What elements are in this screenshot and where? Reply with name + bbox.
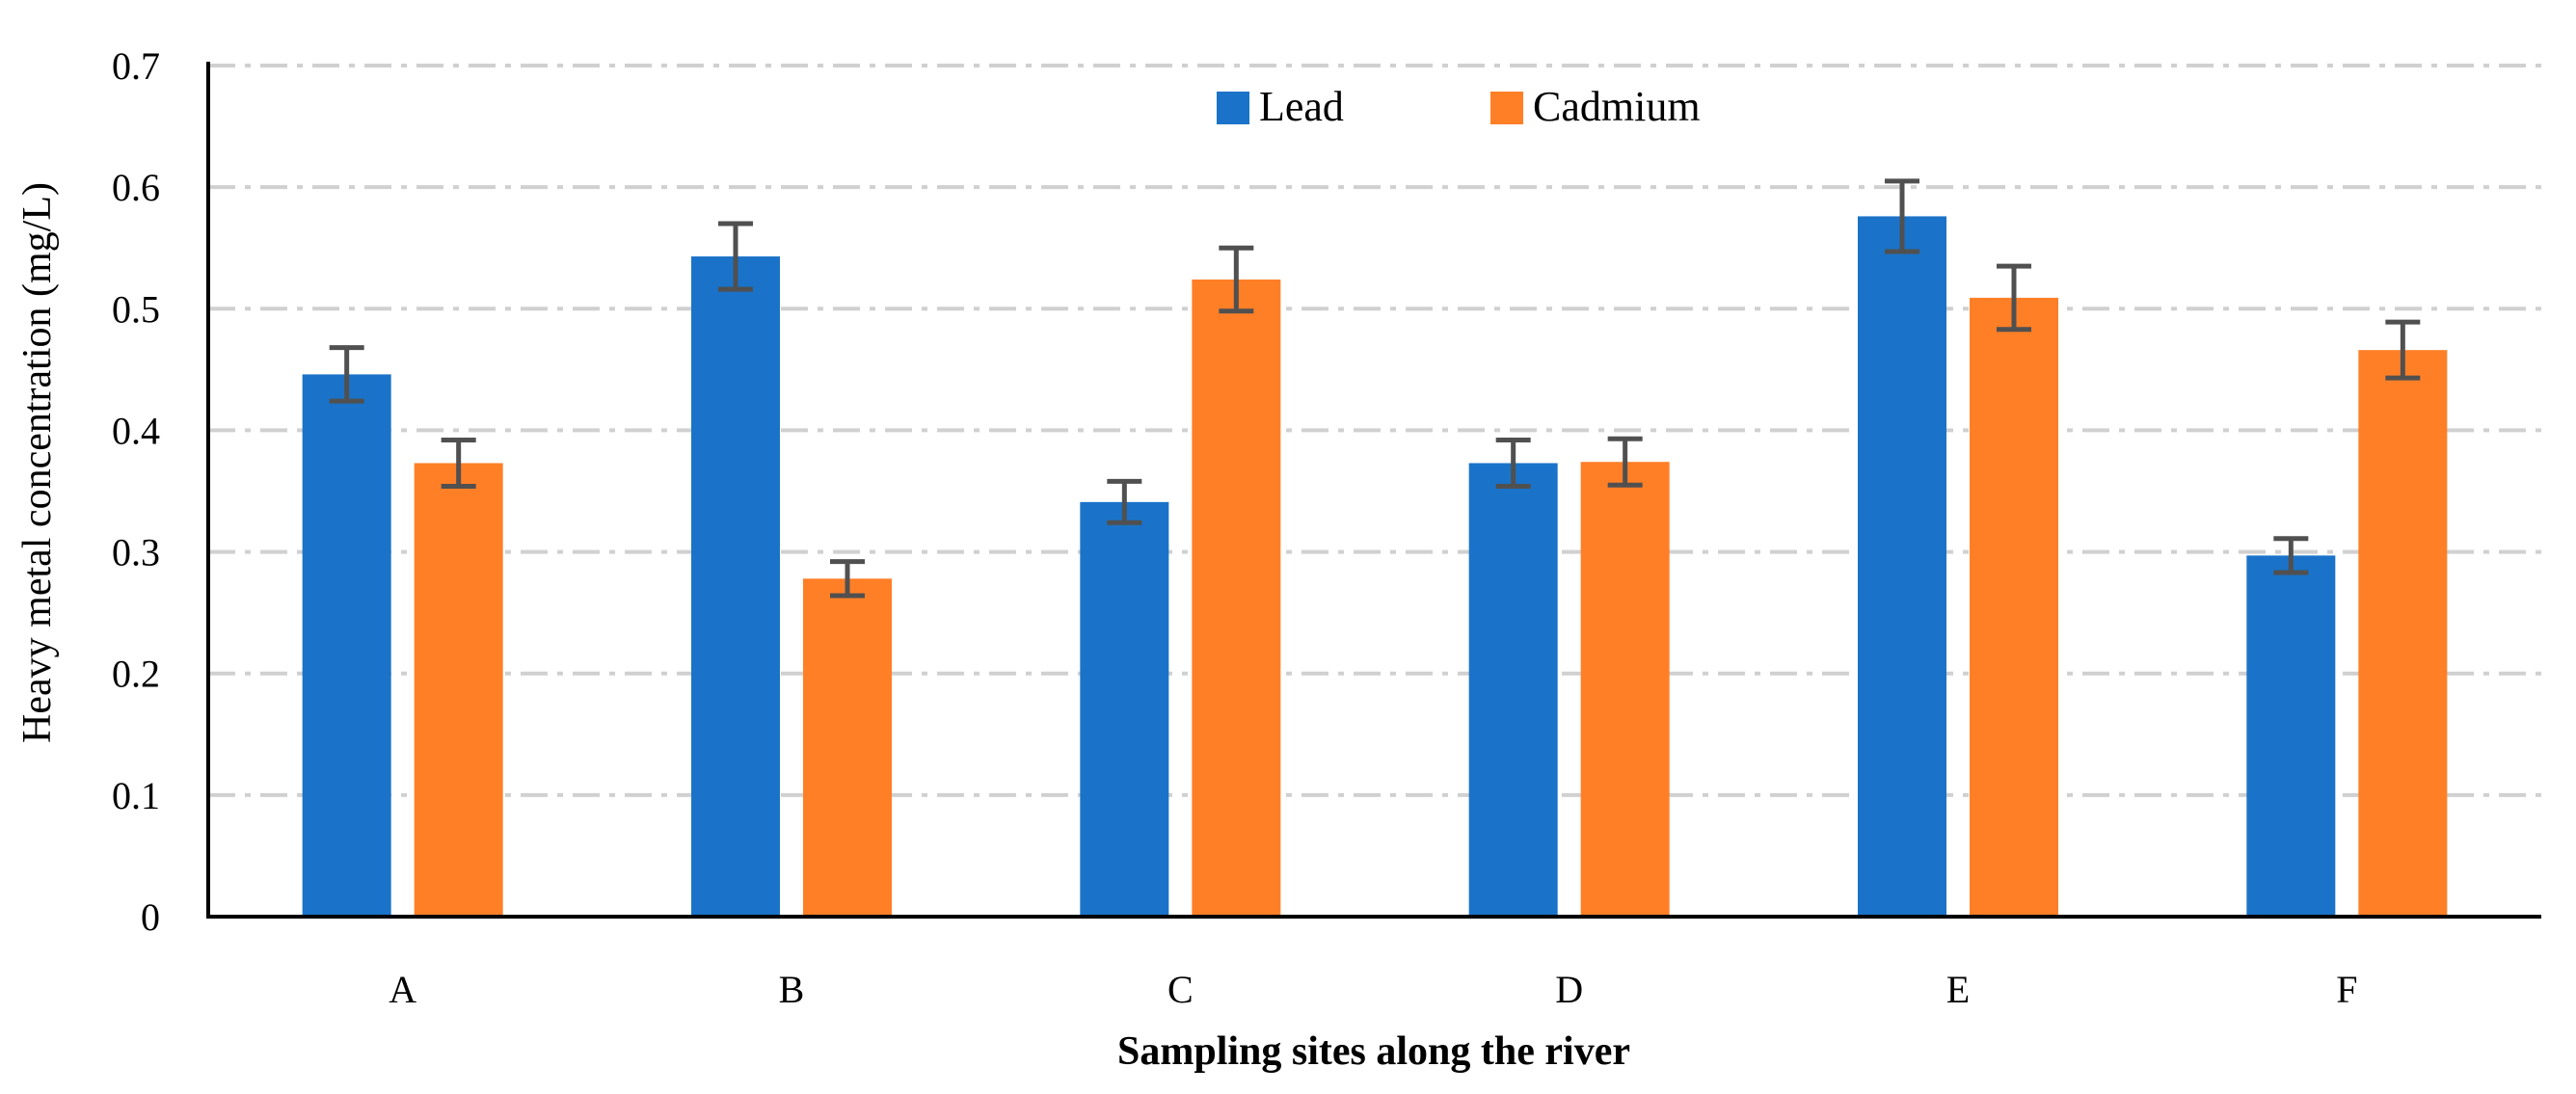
axes [206,62,2541,919]
legend-label-cadmium: Cadmium [1533,83,1701,130]
bar-lead-c [1080,501,1169,917]
bar-cadmium-e [1970,297,2058,917]
x-tick-label: F [2336,968,2357,1011]
y-axis-title: Heavy metal concentration (mg/L) [15,182,60,743]
error-bars [329,178,2421,599]
legend-swatch-lead [1217,92,1249,124]
y-tick-label: 0.6 [112,166,160,209]
gridlines [208,64,2541,797]
x-tick-label: B [779,968,805,1011]
bar-lead-b [691,256,780,917]
legend-label-lead: Lead [1259,83,1344,130]
bar-cadmium-a [414,463,503,917]
bar-cadmium-d [1580,462,1670,917]
y-tick-label: 0.5 [112,287,160,331]
bar-lead-d [1468,463,1558,917]
bar-lead-a [302,374,391,918]
x-tick-label: A [389,968,416,1011]
bars [302,216,2448,918]
x-tick-label: C [1167,968,1194,1011]
y-tick-label: 0.2 [112,653,160,696]
tick-labels: 0 0.1 0.2 0.3 0.4 0.5 0.6 0.7 A B C D E F [112,44,2357,1011]
y-tick-label: 0.1 [112,774,160,817]
x-axis-title: Sampling sites along the river [1117,1029,1630,1074]
x-tick-label: D [1555,968,1583,1011]
y-tick-label: 0.4 [112,409,160,452]
bar-cadmium-f [2358,350,2448,917]
y-tick-label: 0.3 [112,531,160,574]
y-tick-label: 0.7 [112,44,160,88]
bar-lead-f [2246,555,2336,917]
bar-cadmium-b [803,578,892,917]
bar-cadmium-c [1192,280,1281,917]
legend-swatch-cadmium [1490,92,1523,124]
x-tick-label: E [1946,968,1970,1011]
y-tick-label: 0 [141,895,160,939]
legend: Lead Cadmium [1217,83,1701,130]
bar-lead-e [1858,216,1946,918]
